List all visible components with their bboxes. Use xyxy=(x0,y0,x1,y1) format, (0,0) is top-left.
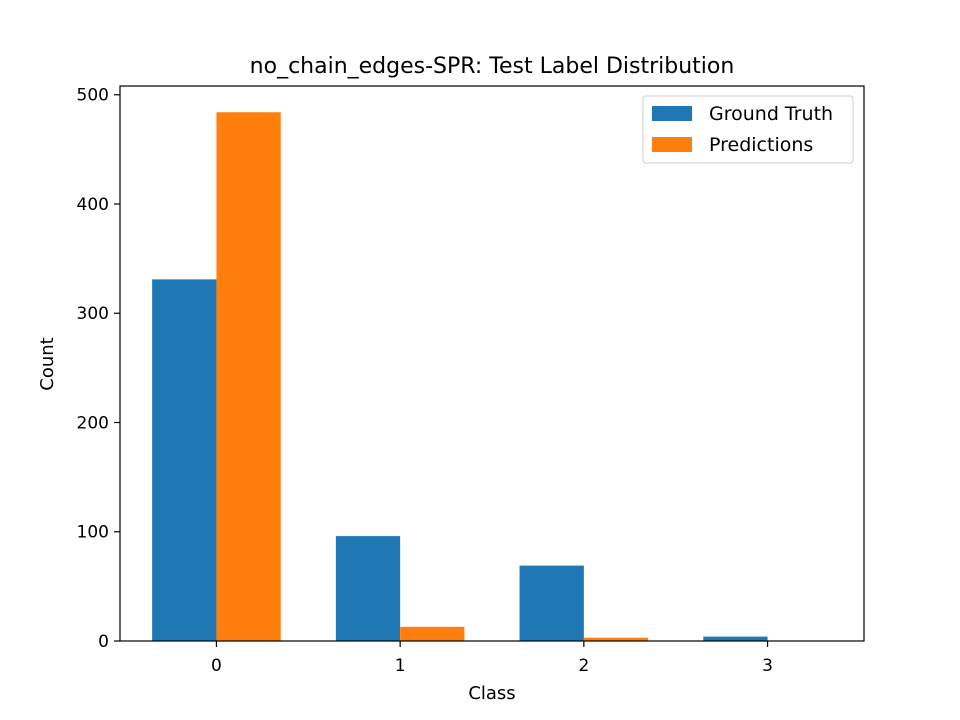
y-tick-label: 500 xyxy=(77,86,109,106)
x-tick-label: 3 xyxy=(762,656,773,676)
bar-ground-truth-class-2 xyxy=(519,565,584,641)
legend: Ground Truth Predictions xyxy=(642,95,854,164)
y-tick-label: 200 xyxy=(77,413,109,433)
x-axis-ticks: 0 1 2 3 xyxy=(211,641,773,676)
legend-label-predictions: Predictions xyxy=(709,134,813,156)
legend-swatch-ground-truth xyxy=(652,106,692,121)
x-axis-label: Class xyxy=(468,683,515,704)
plot-frame xyxy=(119,85,865,642)
y-tick-label: 0 xyxy=(98,632,109,652)
y-tick-label: 100 xyxy=(77,523,109,543)
legend-box xyxy=(642,95,854,164)
y-tick-label: 400 xyxy=(77,195,109,215)
bar-predictions-class-0 xyxy=(216,112,281,642)
legend-label-ground-truth: Ground Truth xyxy=(709,103,833,125)
x-tick-label: 1 xyxy=(395,656,406,676)
y-axis-ticks: 0 100 200 300 400 500 xyxy=(77,86,120,652)
legend-swatch-predictions xyxy=(652,137,692,152)
bar-predictions-class-2 xyxy=(583,637,649,641)
chart-title: no_chain_edges-SPR: Test Label Distribut… xyxy=(250,54,735,79)
y-axis-label: Count xyxy=(37,337,58,390)
x-tick-label: 0 xyxy=(211,656,222,676)
bar-predictions-class-1 xyxy=(400,626,465,641)
y-tick-label: 300 xyxy=(77,304,109,324)
bar-ground-truth-class-0 xyxy=(152,279,217,641)
bars-group xyxy=(152,112,768,642)
bar-ground-truth-class-3 xyxy=(703,636,768,641)
bar-ground-truth-class-1 xyxy=(335,536,401,641)
x-tick-label: 2 xyxy=(578,656,589,676)
